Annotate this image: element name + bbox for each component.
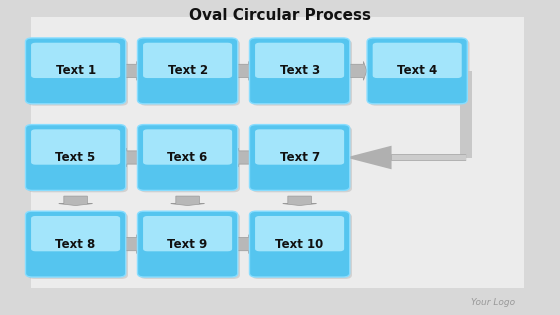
FancyBboxPatch shape xyxy=(31,43,120,78)
FancyBboxPatch shape xyxy=(28,127,128,192)
FancyBboxPatch shape xyxy=(140,127,240,192)
Text: Text 10: Text 10 xyxy=(276,238,324,251)
Text: Your Logo: Your Logo xyxy=(471,298,515,307)
Polygon shape xyxy=(171,196,204,206)
FancyBboxPatch shape xyxy=(250,125,349,190)
Polygon shape xyxy=(391,155,466,160)
FancyBboxPatch shape xyxy=(143,129,232,165)
FancyBboxPatch shape xyxy=(137,125,237,190)
FancyBboxPatch shape xyxy=(26,38,125,104)
FancyBboxPatch shape xyxy=(252,213,352,279)
FancyBboxPatch shape xyxy=(140,213,240,279)
FancyBboxPatch shape xyxy=(137,211,237,277)
FancyBboxPatch shape xyxy=(28,40,128,106)
FancyBboxPatch shape xyxy=(140,40,240,106)
Polygon shape xyxy=(235,61,252,80)
FancyBboxPatch shape xyxy=(252,40,352,106)
Text: Text 3: Text 3 xyxy=(279,64,320,77)
Text: Text 6: Text 6 xyxy=(167,151,208,164)
Text: Text 4: Text 4 xyxy=(397,64,437,77)
FancyBboxPatch shape xyxy=(31,129,120,165)
Text: Text 8: Text 8 xyxy=(55,238,96,251)
FancyBboxPatch shape xyxy=(28,213,128,279)
FancyBboxPatch shape xyxy=(26,125,125,190)
Text: Text 7: Text 7 xyxy=(279,151,320,164)
FancyBboxPatch shape xyxy=(143,43,232,78)
FancyBboxPatch shape xyxy=(255,129,344,165)
Polygon shape xyxy=(346,146,466,169)
FancyBboxPatch shape xyxy=(26,211,125,277)
FancyBboxPatch shape xyxy=(255,43,344,78)
Polygon shape xyxy=(283,196,316,206)
FancyBboxPatch shape xyxy=(250,38,349,104)
Text: Text 5: Text 5 xyxy=(55,151,96,164)
Polygon shape xyxy=(350,61,367,80)
Text: Oval Circular Process: Oval Circular Process xyxy=(189,8,371,23)
Text: Text 1: Text 1 xyxy=(55,64,96,77)
Text: Text 9: Text 9 xyxy=(167,238,208,251)
FancyBboxPatch shape xyxy=(255,216,344,251)
FancyBboxPatch shape xyxy=(250,211,349,277)
Polygon shape xyxy=(123,61,140,80)
FancyBboxPatch shape xyxy=(460,71,473,158)
Polygon shape xyxy=(123,148,140,167)
FancyBboxPatch shape xyxy=(137,38,237,104)
Polygon shape xyxy=(59,196,92,206)
Polygon shape xyxy=(123,235,140,254)
FancyBboxPatch shape xyxy=(143,216,232,251)
FancyBboxPatch shape xyxy=(31,17,524,288)
FancyBboxPatch shape xyxy=(252,127,352,192)
FancyBboxPatch shape xyxy=(31,216,120,251)
FancyBboxPatch shape xyxy=(370,40,469,106)
Polygon shape xyxy=(235,235,252,254)
FancyBboxPatch shape xyxy=(373,43,461,78)
Text: Text 2: Text 2 xyxy=(167,64,208,77)
Polygon shape xyxy=(235,148,252,167)
FancyBboxPatch shape xyxy=(367,38,467,104)
